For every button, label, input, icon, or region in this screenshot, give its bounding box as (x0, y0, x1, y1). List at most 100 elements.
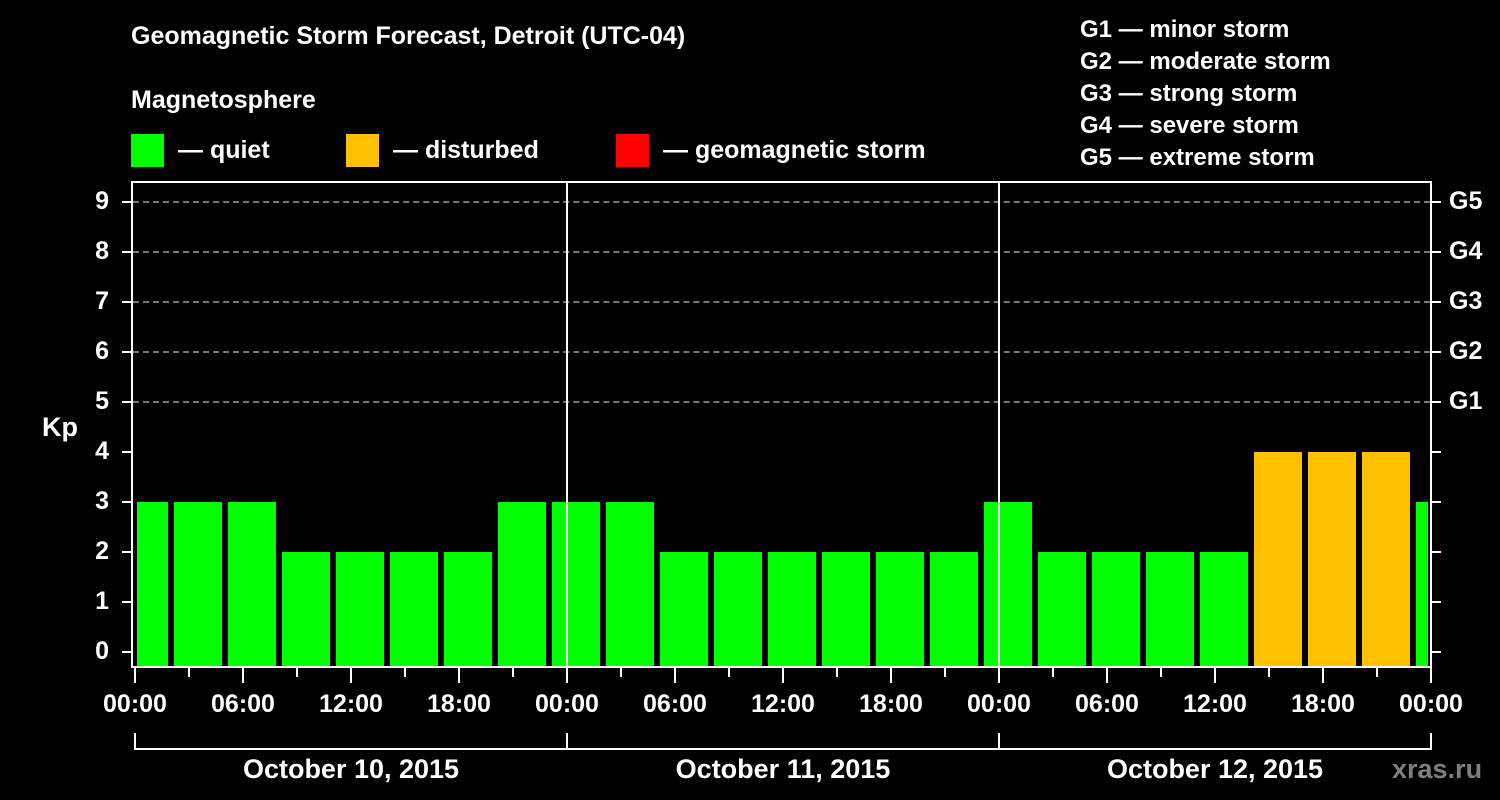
x-tick (242, 668, 244, 683)
right-tick (1432, 251, 1441, 253)
watermark: xras.ru (1392, 754, 1483, 784)
x-tick (728, 668, 730, 677)
storm-swatch (616, 133, 649, 167)
kp-bar (606, 502, 654, 667)
g2-legend: G2 — moderate storm (1080, 48, 1331, 75)
x-tick (296, 668, 298, 677)
kp-bar (336, 552, 384, 667)
kp-bar (660, 552, 708, 667)
x-tick-label: 00:00 (535, 690, 599, 718)
disturbed-swatch (346, 133, 379, 167)
gridline (133, 201, 1430, 203)
g4-legend: G4 — severe storm (1080, 112, 1299, 139)
kp-bar (1146, 552, 1194, 667)
g-scale-label: G4 (1449, 237, 1483, 265)
x-tick (458, 668, 460, 683)
y-tick-label: 3 (95, 487, 109, 515)
kp-bar (1362, 452, 1410, 667)
y-tick-label: 6 (95, 337, 109, 365)
x-tick (1160, 668, 1162, 677)
y-tick (122, 551, 131, 553)
y-tick-label: 9 (95, 187, 109, 215)
date-label: October 11, 2015 (675, 754, 891, 784)
date-bracket (134, 748, 1432, 750)
g-scale-label: G3 (1449, 287, 1483, 315)
x-tick (134, 668, 136, 683)
legend-disturbed-label: — disturbed (393, 135, 539, 164)
y-tick (122, 651, 131, 653)
right-tick (1432, 451, 1441, 453)
x-tick (1430, 668, 1432, 683)
y-tick (122, 251, 131, 253)
date-bracket-tick (566, 733, 568, 749)
y-tick-label: 4 (95, 437, 109, 465)
x-tick-label: 12:00 (1183, 690, 1247, 718)
kp-bar (137, 502, 168, 667)
date-bracket-tick (1430, 733, 1432, 749)
x-tick-label: 00:00 (967, 690, 1031, 718)
date-label: October 10, 2015 (242, 754, 460, 784)
date-label: October 12, 2015 (1106, 754, 1324, 784)
y-tick-label: 0 (95, 637, 109, 665)
x-tick (512, 668, 514, 677)
right-tick (1432, 551, 1441, 553)
right-tick (1432, 501, 1441, 503)
kp-bar (714, 552, 762, 667)
kp-bar (1200, 552, 1248, 667)
day-divider (566, 181, 568, 668)
kp-bar (876, 552, 924, 667)
y-tick (122, 301, 131, 303)
right-tick (1432, 301, 1441, 303)
kp-bar (282, 552, 330, 667)
y-tick (122, 601, 131, 603)
x-tick-label: 00:00 (1399, 690, 1463, 718)
x-tick (1376, 668, 1378, 677)
legend-heading: Magnetosphere (131, 86, 316, 114)
x-tick (674, 668, 676, 683)
g-scale-label: G2 (1449, 337, 1483, 365)
gridline (133, 251, 1430, 253)
right-tick (1432, 601, 1441, 603)
right-tick (1432, 351, 1441, 353)
x-tick (782, 668, 784, 683)
gridline (133, 301, 1430, 303)
kp-bar (984, 502, 1032, 667)
x-tick (620, 668, 622, 677)
kp-bar (822, 552, 870, 667)
right-tick (1432, 401, 1441, 403)
x-tick (944, 668, 946, 677)
x-tick-label: 06:00 (211, 690, 275, 718)
x-tick-label: 18:00 (859, 690, 923, 718)
x-tick (350, 668, 352, 683)
x-tick (566, 668, 568, 683)
kp-bar (1254, 452, 1302, 667)
y-tick-label: 1 (95, 587, 109, 615)
x-tick (890, 668, 892, 683)
y-tick-label: 2 (95, 537, 109, 565)
kp-bar (1038, 552, 1086, 667)
kp-bar (552, 502, 600, 667)
gridline (133, 401, 1430, 403)
legend-quiet-label: — quiet (178, 135, 270, 164)
x-tick-label: 06:00 (643, 690, 707, 718)
g-scale-legend: G1 — minor storm G2 — moderate storm G3 … (1080, 14, 1331, 174)
right-tick (1432, 201, 1441, 203)
kp-bar (228, 502, 276, 667)
y-tick (122, 401, 131, 403)
x-tick-label: 00:00 (103, 690, 167, 718)
x-tick-label: 18:00 (1291, 690, 1355, 718)
x-tick-label: 06:00 (1075, 690, 1139, 718)
x-tick-label: 18:00 (427, 690, 491, 718)
x-tick (1052, 668, 1054, 677)
kp-bar (444, 552, 492, 667)
kp-bar (1308, 452, 1356, 667)
x-tick-label: 12:00 (319, 690, 383, 718)
x-tick (1268, 668, 1270, 677)
kp-bar (1416, 502, 1428, 667)
g-scale-label: G1 (1449, 387, 1483, 415)
x-tick (404, 668, 406, 677)
gridline (133, 351, 1430, 353)
kp-bar (390, 552, 438, 667)
y-axis-label: Kp (42, 412, 78, 442)
x-tick (1322, 668, 1324, 683)
